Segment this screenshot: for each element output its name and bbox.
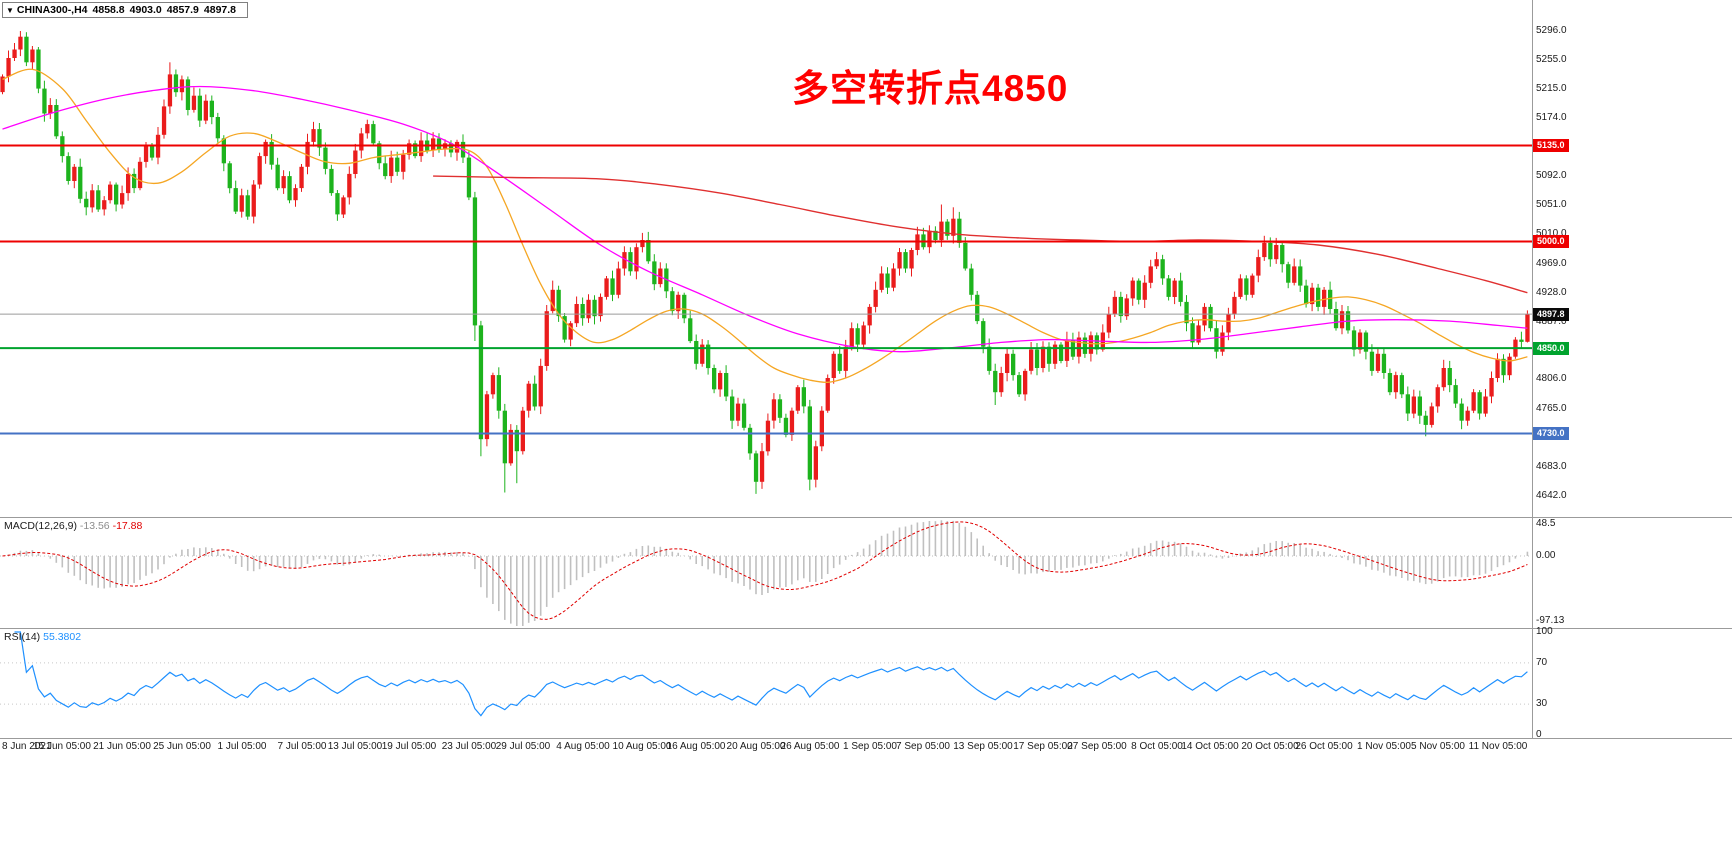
time-axis-label: 1 Sep 05:00 <box>843 741 897 752</box>
price-tag-5000.0: 5000.0 <box>1533 235 1569 248</box>
rsi-axis-label: 70 <box>1536 657 1548 668</box>
current-price-tag: 4897.8 <box>1533 308 1569 321</box>
time-axis-label: 11 Nov 05:00 <box>1468 741 1528 752</box>
price-axis-label: 4887.0 <box>1536 316 1567 327</box>
price-axis-label: 4642.0 <box>1536 490 1567 501</box>
price-axis-label: 5296.0 <box>1536 25 1567 36</box>
slow-ma-red <box>433 175 1528 294</box>
rsi-axis-label: 0 <box>1536 729 1542 740</box>
price-axis-label: 4928.0 <box>1536 287 1567 298</box>
rsi-axis-label: 100 <box>1536 626 1553 637</box>
time-axis-label: 29 Jul 05:00 <box>495 741 551 752</box>
macd-axis-label: -97.13 <box>1536 615 1565 626</box>
main-price-chart[interactable] <box>0 0 1532 517</box>
time-axis-label: 26 Oct 05:00 <box>1295 741 1353 752</box>
time-axis-label: 8 Oct 05:00 <box>1131 741 1183 752</box>
time-axis-label: 5 Nov 05:00 <box>1411 741 1465 752</box>
collapse-triangle-icon[interactable]: ▼ <box>6 6 14 15</box>
panel-divider[interactable] <box>0 628 1732 629</box>
time-axis-label: 14 Oct 05:00 <box>1181 741 1239 752</box>
time-axis-label: 16 Aug 05:00 <box>666 741 726 752</box>
time-axis-label: 13 Jul 05:00 <box>327 741 383 752</box>
price-axis-label: 4969.0 <box>1536 258 1567 269</box>
symbol-ohlc-info[interactable]: ▼ CHINA300-,H4 4858.8 4903.0 4857.9 4897.8 <box>2 2 249 18</box>
price-axis-label: 5255.0 <box>1536 54 1567 65</box>
price-tag-4730.0: 4730.0 <box>1533 427 1569 440</box>
price-tag-4850.0: 4850.0 <box>1533 342 1569 355</box>
panel-divider[interactable] <box>0 738 1732 739</box>
macd-label-text: MACD(12,26,9) <box>4 520 77 532</box>
time-axis-label: 15 Jun 05:00 <box>33 741 91 752</box>
price-axis-label: 5092.0 <box>1536 170 1567 181</box>
time-axis-label: 8 Jun 2021 <box>2 741 52 752</box>
time-axis-label: 7 Jul 05:00 <box>277 741 327 752</box>
time-axis-label: 1 Jul 05:00 <box>217 741 267 752</box>
candles <box>0 31 1530 494</box>
rsi-value: 55.3802 <box>43 631 82 643</box>
time-axis-label: 25 Jun 05:00 <box>153 741 211 752</box>
mid-ma-magenta <box>2 85 1528 353</box>
macd-main-value: -13.56 <box>79 520 110 532</box>
price-axis-separator[interactable] <box>1532 0 1533 739</box>
price-axis-label: 4806.0 <box>1536 373 1567 384</box>
ohlc-open: 4858.8 <box>92 4 125 16</box>
price-axis-label: 4683.0 <box>1536 461 1567 472</box>
time-axis-label: 1 Nov 05:00 <box>1357 741 1411 752</box>
price-axis-label: 5174.0 <box>1536 112 1567 123</box>
ohlc-close: 4897.8 <box>203 4 237 16</box>
time-axis-label: 27 Sep 05:00 <box>1067 741 1127 752</box>
chart-annotation-text: 多空转折点4850 <box>792 68 1069 109</box>
time-axis-label: 7 Sep 05:00 <box>896 741 950 752</box>
rsi-label-text: RSI(14) <box>4 631 41 643</box>
macd-signal-value: -17.88 <box>112 520 143 532</box>
macd-indicator-label: MACD(12,26,9) -13.56 -17.88 <box>4 520 142 532</box>
time-axis-label: 23 Jul 05:00 <box>441 741 497 752</box>
rsi-axis-label: 30 <box>1536 698 1548 709</box>
fast-ma-orange <box>2 68 1528 383</box>
macd-signal-line <box>2 521 1528 620</box>
time-axis-label: 17 Sep 05:00 <box>1013 741 1073 752</box>
rsi-line <box>14 631 1528 717</box>
macd-axis-label: 0.00 <box>1536 550 1556 561</box>
price-axis-label: 5010.0 <box>1536 228 1567 239</box>
ohlc-high: 4903.0 <box>129 4 162 16</box>
price-axis-label: 5051.0 <box>1536 199 1567 210</box>
ohlc-low: 4857.9 <box>166 4 199 16</box>
time-axis-label: 20 Aug 05:00 <box>726 741 786 752</box>
time-axis-label: 26 Aug 05:00 <box>780 741 840 752</box>
price-axis-label: 4765.0 <box>1536 403 1567 414</box>
macd-axis-label: 48.5 <box>1536 518 1556 529</box>
price-tag-5135.0: 5135.0 <box>1533 139 1569 152</box>
rsi-indicator-label: RSI(14) 55.3802 <box>4 631 81 643</box>
panel-divider[interactable] <box>0 517 1732 518</box>
time-axis-label: 4 Aug 05:00 <box>556 741 610 752</box>
time-axis-label: 21 Jun 05:00 <box>93 741 151 752</box>
time-axis-label: 10 Aug 05:00 <box>612 741 672 752</box>
time-axis-label: 13 Sep 05:00 <box>953 741 1013 752</box>
macd-histogram <box>7 520 1529 626</box>
symbol-timeframe: CHINA300-,H4 <box>16 4 88 16</box>
time-axis-label: 20 Oct 05:00 <box>1241 741 1299 752</box>
time-axis-label: 19 Jul 05:00 <box>381 741 437 752</box>
price-axis-label: 5215.0 <box>1536 83 1567 94</box>
macd-panel-chart[interactable] <box>0 518 1532 628</box>
rsi-panel-chart[interactable] <box>0 629 1532 738</box>
